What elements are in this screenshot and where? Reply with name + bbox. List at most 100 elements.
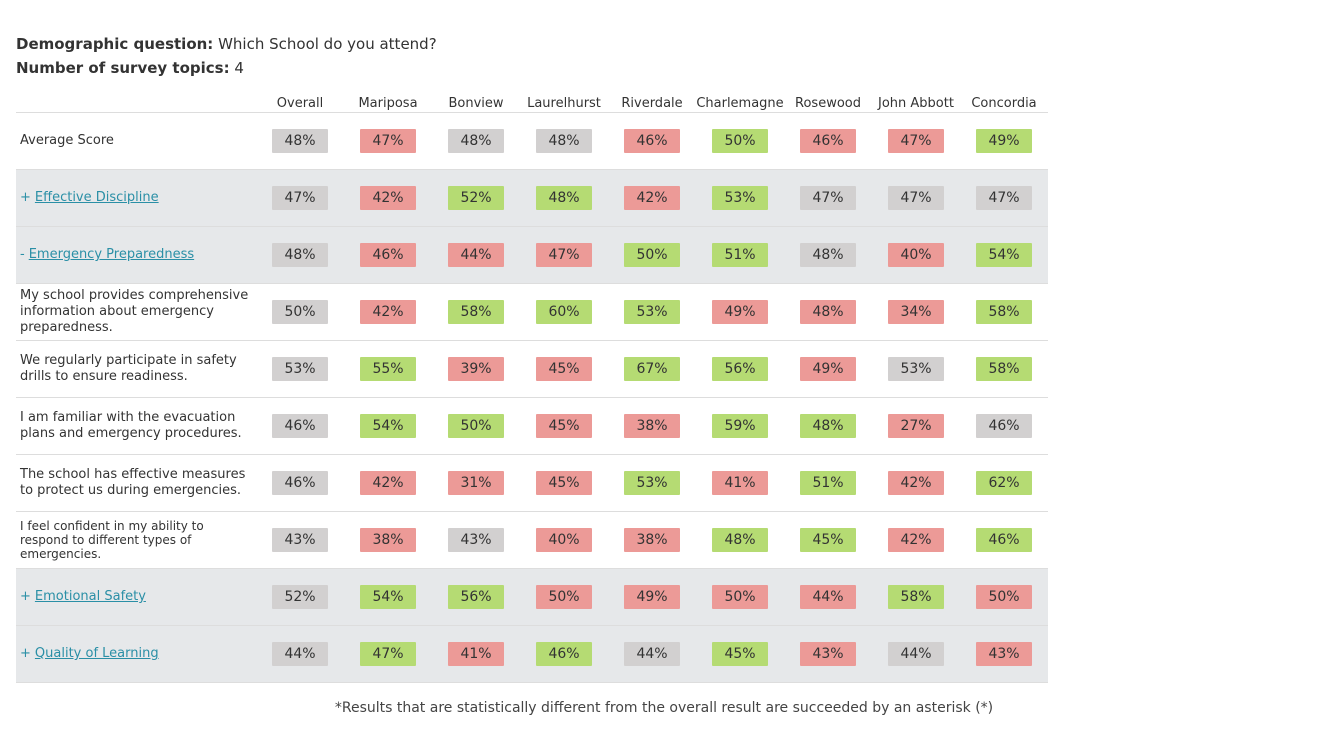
expand-toggle[interactable]: +: [20, 589, 31, 604]
collapse-toggle[interactable]: -: [20, 247, 25, 262]
score-cell: 50%: [960, 568, 1048, 626]
row-label-cell: We regularly participate in safety drill…: [16, 340, 256, 398]
score-chip: 53%: [624, 471, 680, 495]
score-chip: 41%: [448, 642, 504, 666]
column-header: Rosewood: [784, 94, 872, 113]
score-cell: 50%: [520, 568, 608, 626]
score-cell: 51%: [784, 454, 872, 512]
score-cell: 44%: [872, 625, 960, 683]
score-cell: 46%: [256, 454, 344, 512]
demographic-label: Demographic question:: [16, 35, 214, 53]
score-chip: 42%: [360, 471, 416, 495]
expand-toggle[interactable]: +: [20, 646, 31, 661]
question-label: We regularly participate in safety drill…: [20, 353, 237, 384]
score-chip: 42%: [888, 528, 944, 552]
score-chip: 48%: [448, 129, 504, 153]
score-chip: 39%: [448, 357, 504, 381]
score-cell: 45%: [696, 625, 784, 683]
score-cell: 38%: [344, 511, 432, 569]
column-header: Mariposa: [344, 94, 432, 113]
score-cell: 52%: [432, 169, 520, 227]
score-cell: 59%: [696, 397, 784, 455]
row-label-cell: - Emergency Preparedness: [16, 226, 256, 284]
score-chip: 48%: [800, 414, 856, 438]
column-header: Riverdale: [608, 94, 696, 113]
expand-toggle[interactable]: +: [20, 190, 31, 205]
question-row: The school has effective measures to pro…: [16, 454, 1048, 512]
score-chip: 46%: [976, 414, 1032, 438]
score-chip: 47%: [536, 243, 592, 267]
score-chip: 50%: [712, 585, 768, 609]
score-cell: 47%: [872, 112, 960, 170]
score-chip: 50%: [536, 585, 592, 609]
score-cell: 45%: [520, 454, 608, 512]
score-cell: 42%: [344, 454, 432, 512]
topic-link[interactable]: Effective Discipline: [34, 190, 159, 205]
question-row: I am familiar with the evacuation plans …: [16, 397, 1048, 455]
topic-link[interactable]: Quality of Learning: [34, 646, 159, 661]
score-cell: 48%: [696, 511, 784, 569]
score-chip: 47%: [360, 129, 416, 153]
score-cell: 45%: [520, 397, 608, 455]
column-header: Charlemagne: [696, 94, 784, 113]
score-cell: 49%: [608, 568, 696, 626]
score-cell: 48%: [520, 169, 608, 227]
score-cell: 42%: [608, 169, 696, 227]
question-row: We regularly participate in safety drill…: [16, 340, 1048, 398]
score-chip: 46%: [536, 642, 592, 666]
score-cell: 50%: [696, 568, 784, 626]
score-chip: 51%: [800, 471, 856, 495]
score-cell: 54%: [344, 568, 432, 626]
score-cell: 48%: [256, 112, 344, 170]
score-chip: 27%: [888, 414, 944, 438]
score-cell: 47%: [256, 169, 344, 227]
score-chip: 38%: [360, 528, 416, 552]
score-chip: 44%: [272, 642, 328, 666]
score-chip: 46%: [976, 528, 1032, 552]
score-cell: 49%: [960, 112, 1048, 170]
score-cell: 43%: [784, 625, 872, 683]
topic-link[interactable]: Emergency Preparedness: [28, 247, 195, 262]
column-header: Laurelhurst: [520, 94, 608, 113]
score-cell: 39%: [432, 340, 520, 398]
score-cell: 43%: [256, 511, 344, 569]
score-cell: 53%: [608, 283, 696, 341]
score-cell: 38%: [608, 511, 696, 569]
score-chip: 44%: [800, 585, 856, 609]
row-label-cell: + Quality of Learning: [16, 625, 256, 683]
score-cell: 45%: [520, 340, 608, 398]
score-chip: 38%: [624, 414, 680, 438]
score-chip: 44%: [448, 243, 504, 267]
score-chip: 48%: [800, 300, 856, 324]
score-cell: 50%: [696, 112, 784, 170]
score-cell: 46%: [344, 226, 432, 284]
score-chip: 45%: [800, 528, 856, 552]
score-chip: 43%: [976, 642, 1032, 666]
score-cell: 58%: [872, 568, 960, 626]
score-cell: 48%: [256, 226, 344, 284]
score-cell: 47%: [344, 625, 432, 683]
score-chip: 47%: [272, 186, 328, 210]
score-cell: 48%: [784, 283, 872, 341]
score-cell: 43%: [960, 625, 1048, 683]
score-chip: 46%: [360, 243, 416, 267]
score-cell: 58%: [960, 283, 1048, 341]
results-body: Average Score 48% 47% 48% 48% 46% 50% 46% 47% 49%…: [16, 112, 1048, 683]
demographic-value: Which School do you attend?: [218, 35, 437, 53]
score-chip: 46%: [800, 129, 856, 153]
score-cell: 44%: [784, 568, 872, 626]
score-cell: 54%: [344, 397, 432, 455]
score-chip: 47%: [360, 642, 416, 666]
score-chip: 50%: [448, 414, 504, 438]
score-chip: 46%: [272, 471, 328, 495]
score-cell: 48%: [784, 397, 872, 455]
score-chip: 47%: [976, 186, 1032, 210]
score-cell: 40%: [520, 511, 608, 569]
score-cell: 55%: [344, 340, 432, 398]
score-chip: 58%: [888, 585, 944, 609]
topic-link[interactable]: Emotional Safety: [34, 589, 146, 604]
score-chip: 48%: [272, 243, 328, 267]
score-chip: 40%: [888, 243, 944, 267]
score-chip: 42%: [360, 186, 416, 210]
score-cell: 53%: [872, 340, 960, 398]
